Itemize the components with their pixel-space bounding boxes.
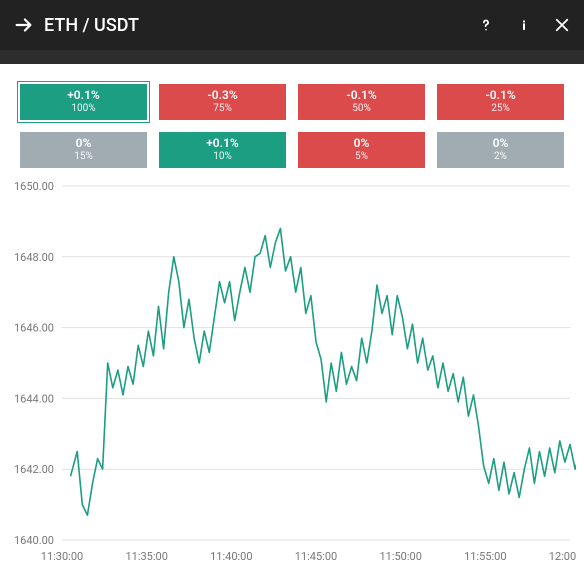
tile-sub: 15% — [74, 151, 93, 164]
metric-tile-1[interactable]: -0.3%75% — [159, 84, 286, 120]
metric-tile-7[interactable]: 0%2% — [437, 132, 564, 168]
svg-text:1642.00: 1642.00 — [14, 463, 54, 476]
tile-pct: -0.1% — [485, 88, 515, 103]
tile-sub: 2% — [494, 151, 507, 164]
metric-tile-0[interactable]: +0.1%100% — [20, 84, 147, 120]
tile-sub: 25% — [491, 103, 510, 116]
svg-text:11:45:00: 11:45:00 — [295, 550, 337, 563]
arrow-right-icon[interactable] — [12, 13, 36, 37]
tile-sub: 5% — [355, 151, 368, 164]
metric-tile-5[interactable]: +0.1%10% — [159, 132, 286, 168]
svg-text:11:30:00: 11:30:00 — [41, 550, 83, 563]
tile-pct: 0% — [354, 136, 370, 151]
close-icon[interactable] — [552, 15, 572, 35]
tile-sub: 50% — [352, 103, 371, 116]
tile-sub: 75% — [213, 103, 232, 116]
info-icon[interactable] — [514, 15, 534, 35]
tile-sub: 10% — [213, 151, 232, 164]
metric-tile-4[interactable]: 0%15% — [20, 132, 147, 168]
metric-tile-6[interactable]: 0%5% — [298, 132, 425, 168]
metric-tile-2[interactable]: -0.1%50% — [298, 84, 425, 120]
svg-text:12:00:00: 12:00:00 — [549, 550, 576, 563]
tile-sub: 100% — [71, 103, 95, 116]
svg-text:1648.00: 1648.00 — [14, 251, 54, 264]
svg-text:11:40:00: 11:40:00 — [210, 550, 252, 563]
svg-text:1650.00: 1650.00 — [14, 180, 54, 193]
svg-text:11:35:00: 11:35:00 — [125, 550, 167, 563]
svg-text:1644.00: 1644.00 — [14, 392, 54, 405]
svg-text:11:55:00: 11:55:00 — [464, 550, 506, 563]
tile-pct: 0% — [493, 136, 509, 151]
help-icon[interactable] — [476, 15, 496, 35]
pair-title: ETH / USDT — [44, 15, 476, 36]
sub-header — [0, 50, 584, 64]
svg-text:1646.00: 1646.00 — [14, 322, 54, 335]
metric-tiles: +0.1%100%-0.3%75%-0.1%50%-0.1%25%0%15%+0… — [0, 64, 584, 168]
price-chart: 1640.00 1642.00 1644.00 1646.00 1648.00 1650.… — [0, 168, 584, 568]
metric-tile-3[interactable]: -0.1%25% — [437, 84, 564, 120]
tile-pct: -0.3% — [207, 88, 237, 103]
svg-text:11:50:00: 11:50:00 — [379, 550, 421, 563]
header-bar: ETH / USDT — [0, 0, 584, 50]
tile-pct: +0.1% — [206, 136, 239, 151]
tile-pct: 0% — [76, 136, 92, 151]
tile-pct: -0.1% — [346, 88, 376, 103]
tile-pct: +0.1% — [67, 88, 100, 103]
svg-text:1640.00: 1640.00 — [14, 534, 54, 547]
